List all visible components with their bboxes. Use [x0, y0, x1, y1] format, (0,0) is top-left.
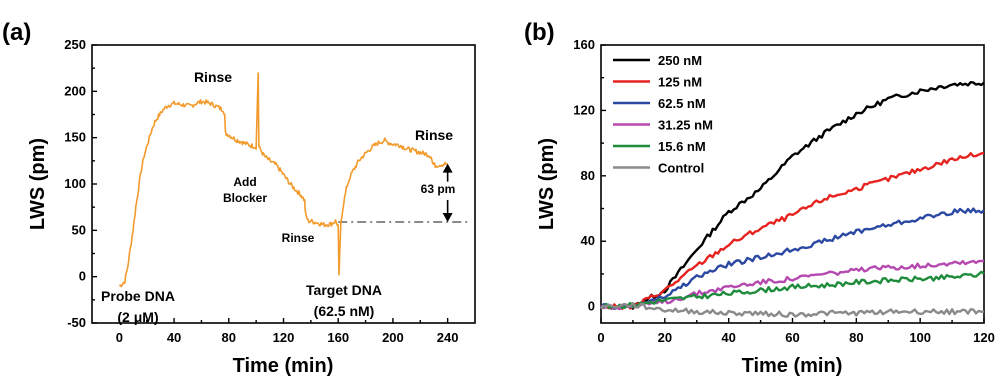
panel-a-y-ticks: -50 0 50 100 150 200 250 [64, 37, 97, 330]
panel-a-63pm-arrow [442, 163, 453, 222]
panel-b-x-tick-label: 80 [849, 330, 863, 345]
panel-b-y-tick-label: 120 [573, 102, 595, 117]
panel-a-x-ticks: 0 40 80 120 160 200 240 [116, 318, 459, 345]
annotation-target-dna: Target DNA [306, 282, 382, 298]
panel-a-x-tick-label: 240 [437, 330, 459, 345]
legend-label: 250 nM [658, 53, 702, 68]
legend-label: 62.5 nM [658, 96, 706, 111]
annotation-add: Add [233, 175, 256, 189]
series-line-control [600, 302, 985, 318]
panel-b-x-tick-label: 100 [909, 330, 931, 345]
panel-a-x-axis-title: Time (min) [233, 355, 334, 377]
panel-a-x-tick-label: 80 [222, 330, 236, 345]
series-line-62-5-nm [599, 207, 985, 311]
panel-b-y-axis-title: LWS (pm) [536, 138, 558, 230]
panel-a: (a) -50 0 50 100 150 200 250 0 40 80 120 160 200 240… [2, 19, 476, 377]
panel-a-x-tick-label: 160 [327, 330, 349, 345]
legend-label: 31.25 nM [658, 118, 713, 133]
legend-label: 125 nM [658, 75, 702, 90]
annotation-rinse-2: Rinse [282, 231, 315, 245]
panel-b-y-ticks: 0 40 80 120 160 [573, 37, 606, 314]
panel-b-x-tick-label: 20 [658, 330, 672, 345]
legend-label: 15.6 nM [658, 139, 706, 154]
panel-b-y-tick-label: 160 [573, 37, 595, 52]
series-line-125-nm [600, 151, 985, 310]
annotation-rinse-1: Rinse [194, 69, 232, 85]
panel-a-x-tick-label: 0 [116, 330, 123, 345]
annotation-63pm: 63 pm [421, 182, 456, 196]
panel-b-label: (b) [524, 19, 555, 46]
panel-a-x-tick-label: 120 [273, 330, 295, 345]
series-line-15-6-nm [601, 270, 985, 310]
series-line-250-nm [600, 80, 985, 310]
panel-b-y-tick-label: 0 [588, 299, 595, 314]
panel-a-x-tick-label: 200 [382, 330, 404, 345]
panel-a-x-tick-label: 40 [167, 330, 181, 345]
panel-b-series [599, 80, 985, 318]
panel-a-y-axis-title: LWS (pm) [27, 138, 49, 230]
panel-a-y-tick-label: -50 [67, 315, 86, 330]
panel-a-y-tick-label: 0 [79, 269, 86, 284]
panel-a-y-tick-label: 50 [72, 222, 86, 237]
panel-b-x-axis-title: Time (min) [742, 355, 843, 377]
annotation-probe-dna: Probe DNA [101, 288, 175, 304]
panel-b-y-tick-label: 40 [581, 233, 595, 248]
panel-b-x-tick-label: 120 [973, 330, 995, 345]
annotation-rinse-3: Rinse [415, 127, 453, 143]
panel-a-y-tick-label: 200 [64, 83, 86, 98]
legend-label: Control [658, 161, 704, 176]
panel-b: (b) 0 40 80 120 160 0 20 40 60 80 100 120 LWS (pm)… [524, 19, 995, 377]
panel-a-y-tick-label: 250 [64, 37, 86, 52]
annotation-target-conc: (62.5 nM) [314, 303, 375, 319]
panel-a-series-line [118, 72, 448, 288]
panel-a-y-tick-label: 100 [64, 176, 86, 191]
panel-b-x-tick-label: 40 [721, 330, 735, 345]
panel-b-x-tick-label: 60 [785, 330, 799, 345]
panel-a-label: (a) [2, 19, 31, 46]
panel-a-y-tick-label: 150 [64, 130, 86, 145]
panel-a-frame [91, 44, 476, 324]
panel-b-legend: 250 nM 125 nM 62.5 nM 31.25 nM 15.6 nM Contro… [613, 53, 713, 176]
panel-b-x-tick-label: 0 [597, 330, 604, 345]
panel-b-x-ticks: 0 20 40 60 80 100 120 [597, 318, 995, 345]
panel-b-y-tick-label: 80 [581, 168, 595, 183]
annotation-probe-conc: (2 μM) [117, 309, 158, 325]
annotation-blocker: Blocker [223, 191, 267, 205]
